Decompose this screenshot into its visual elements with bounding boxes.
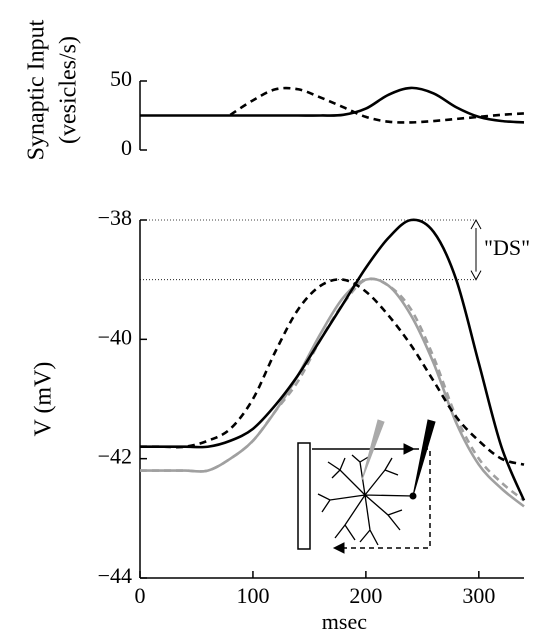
arrow-head — [403, 443, 416, 455]
x-tick-label: 300 — [462, 583, 495, 608]
x-tick-label: 0 — [135, 583, 146, 608]
y-tick-label: −38 — [98, 205, 132, 230]
arrow-head — [470, 270, 482, 281]
y-tick-label: −44 — [98, 563, 132, 588]
series-line — [140, 86, 525, 124]
return-arrow — [340, 448, 431, 549]
y-tick-label: 0 — [121, 135, 132, 160]
black-electrode — [412, 419, 436, 497]
neuron — [317, 454, 414, 546]
x-axis-label: msec — [322, 609, 367, 634]
y-tick-label: −40 — [98, 324, 132, 349]
series-line — [139, 278, 525, 466]
arrow-head — [332, 542, 345, 554]
inset-diagram — [297, 419, 436, 554]
series-line — [140, 277, 525, 508]
y-tick-label: 50 — [110, 66, 132, 91]
series-line — [229, 86, 525, 124]
y-axis-label: Synaptic Input — [24, 19, 50, 160]
y-tick-label: −42 — [98, 444, 132, 469]
recording-site — [409, 492, 417, 500]
gray-electrode — [361, 419, 385, 481]
arrow-head — [470, 218, 482, 230]
x-tick-label: 100 — [236, 583, 269, 608]
y-axis-label: V (mV) — [31, 362, 57, 437]
annotation: "DS" — [484, 235, 530, 260]
x-tick-label: 200 — [349, 583, 382, 608]
y-axis-label: (vesicles/s) — [56, 36, 82, 144]
series-line — [139, 218, 526, 501]
stimulus-bar — [297, 442, 311, 550]
